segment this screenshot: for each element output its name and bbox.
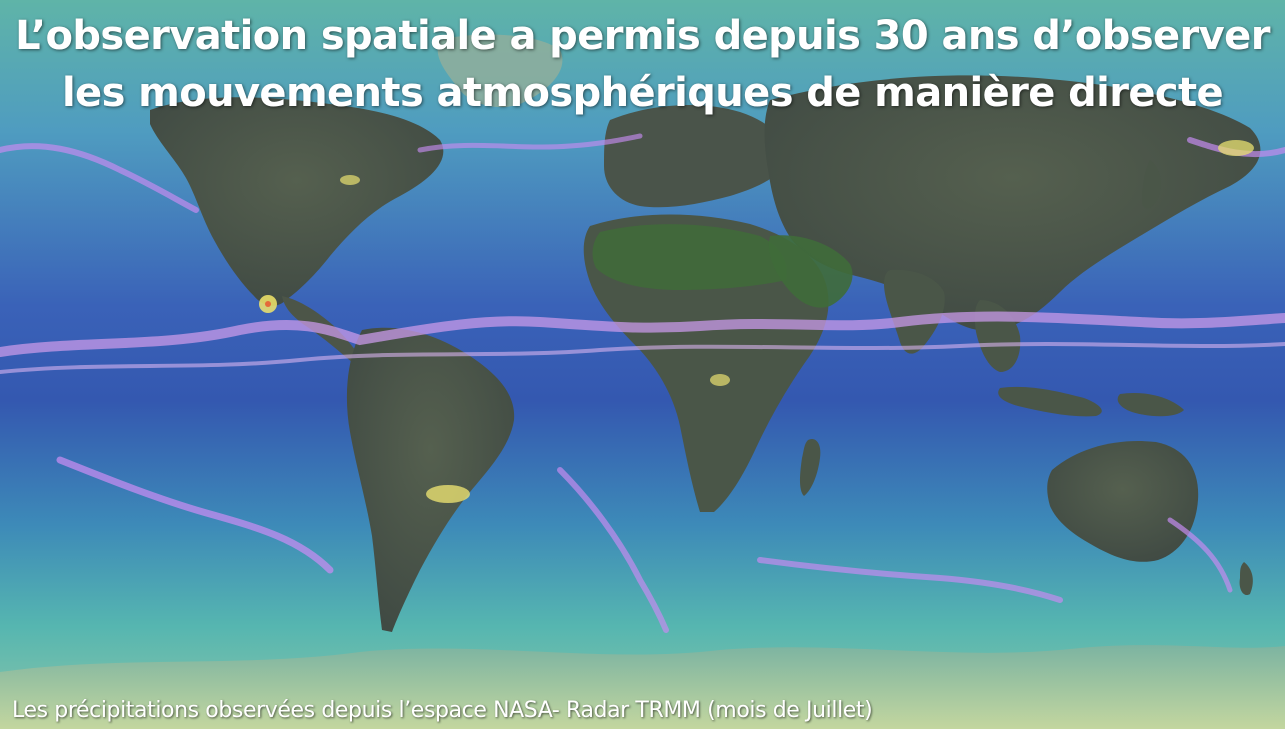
japan-islands bbox=[1142, 160, 1161, 209]
heavy-rain-east-asia bbox=[1218, 140, 1254, 156]
south-america-landmass bbox=[346, 327, 515, 632]
madagascar-landmass bbox=[800, 438, 821, 496]
north-atlantic-storm-band bbox=[417, 133, 643, 153]
australia-landmass bbox=[1047, 441, 1199, 562]
title-line-1: L’observation spatiale a permis depuis 3… bbox=[15, 13, 1270, 59]
asia-landmass bbox=[764, 75, 1261, 331]
itcz-rain-band bbox=[0, 311, 1285, 357]
north-pacific-storm-band bbox=[0, 143, 199, 213]
sahara-region bbox=[592, 224, 787, 290]
africa-landmass bbox=[583, 214, 829, 512]
south-indian-storm-band bbox=[757, 557, 1063, 603]
heavy-rain-la-plata bbox=[426, 485, 470, 503]
south-atlantic-storm-band bbox=[557, 467, 669, 633]
hurricane-eye bbox=[265, 301, 271, 307]
heavy-rain-north-america bbox=[340, 175, 360, 185]
north-america-landmass bbox=[150, 97, 444, 306]
heavy-rain-west-africa bbox=[710, 374, 730, 386]
europe-landmass bbox=[604, 105, 787, 208]
arabia-landmass bbox=[768, 235, 853, 308]
south-pacific-storm-band bbox=[56, 456, 334, 574]
new-zealand-islands bbox=[1239, 562, 1253, 596]
title-line-2: les mouvements atmosphériques de manière… bbox=[61, 70, 1224, 116]
greenland-landmass bbox=[437, 34, 563, 108]
southwest-pacific-storm-band bbox=[1167, 517, 1233, 593]
india-landmass bbox=[884, 269, 945, 354]
slide-title: L’observation spatiale a permis depuis 3… bbox=[0, 8, 1285, 122]
antarctica-landmass bbox=[0, 645, 1285, 729]
map-caption: Les précipitations observées depuis l’es… bbox=[12, 698, 873, 723]
itcz-rain-band-secondary bbox=[0, 342, 1285, 374]
new-guinea-island bbox=[1117, 392, 1184, 417]
indonesia-islands bbox=[998, 386, 1102, 417]
